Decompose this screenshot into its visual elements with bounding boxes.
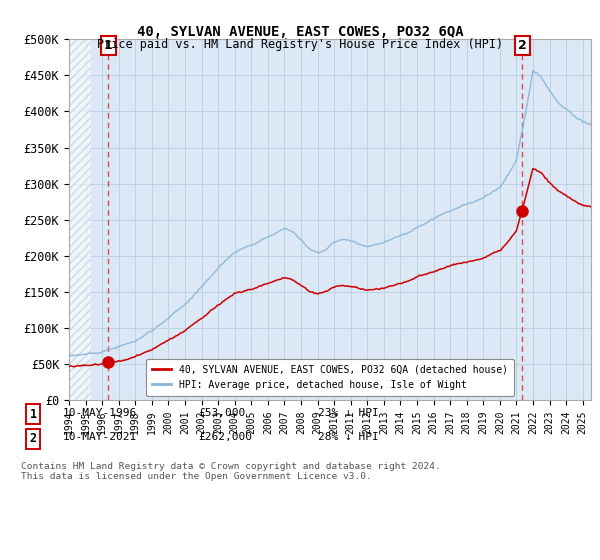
Text: 23% ↓ HPI: 23% ↓ HPI [318,408,379,418]
Text: 2: 2 [29,432,37,445]
Text: 10-MAY-2021: 10-MAY-2021 [63,432,137,442]
Bar [69,39,91,400]
Text: Contains HM Land Registry data © Crown copyright and database right 2024.
This d: Contains HM Land Registry data © Crown c… [21,462,441,482]
Text: 40, SYLVAN AVENUE, EAST COWES, PO32 6QA: 40, SYLVAN AVENUE, EAST COWES, PO32 6QA [137,25,463,39]
Text: £53,000: £53,000 [198,408,245,418]
Text: 1: 1 [29,408,37,421]
Text: 28% ↓ HPI: 28% ↓ HPI [318,432,379,442]
Text: 1: 1 [104,39,112,52]
Legend: 40, SYLVAN AVENUE, EAST COWES, PO32 6QA (detached house), HPI: Average price, de: 40, SYLVAN AVENUE, EAST COWES, PO32 6QA … [146,359,514,395]
Text: 2: 2 [518,39,527,52]
Text: £262,000: £262,000 [198,432,252,442]
Text: Price paid vs. HM Land Registry's House Price Index (HPI): Price paid vs. HM Land Registry's House … [97,38,503,51]
Text: 10-MAY-1996: 10-MAY-1996 [63,408,137,418]
